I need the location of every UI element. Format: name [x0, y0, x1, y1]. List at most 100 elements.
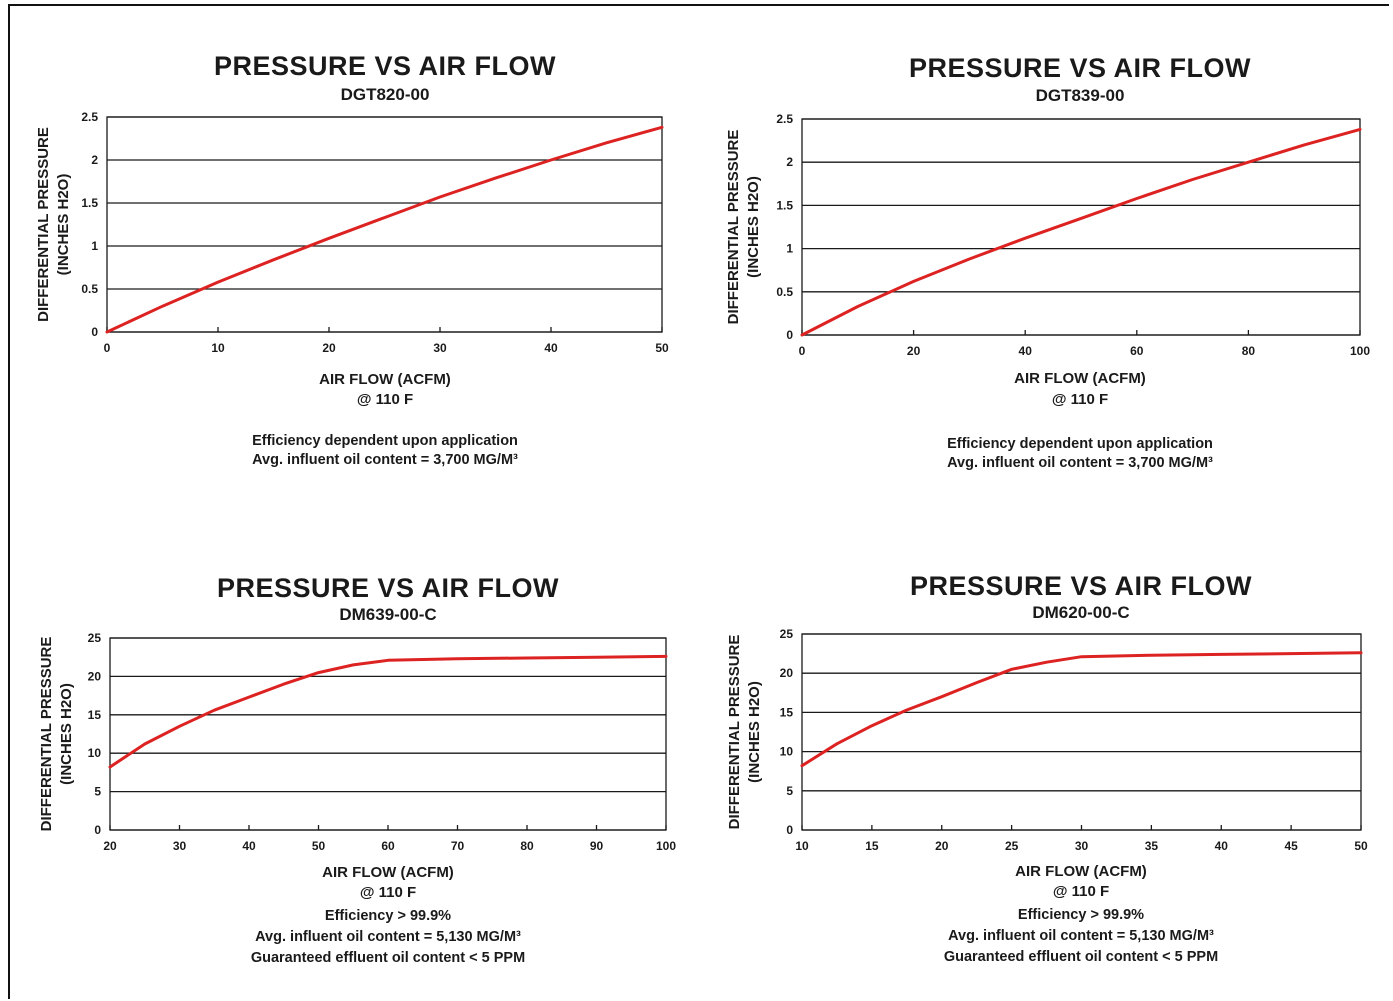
x-axis-condition: @ 110 F [357, 391, 413, 408]
x-tick-label: 10 [795, 839, 809, 853]
x-axis-condition: @ 110 F [1052, 391, 1108, 408]
x-axis-condition: @ 110 F [1053, 883, 1109, 900]
y-tick-label: 25 [780, 627, 794, 641]
y-tick-label: 0.5 [776, 285, 793, 299]
y-tick-label: 0 [786, 823, 793, 837]
series-line-dm639 [108, 654, 668, 769]
chart-model-number: DM620-00-C [1032, 603, 1129, 622]
x-tick-label: 40 [1019, 344, 1033, 358]
x-tick-label: 35 [1145, 839, 1159, 853]
chart-model-number: DM639-00-C [339, 605, 436, 624]
y-tick-label: 0 [91, 325, 98, 339]
x-tick-label: 50 [655, 341, 669, 355]
chart-panel-dgt839: PRESSURE VS AIR FLOW DGT839-00 0 0.5 1 1.5 2 2.… [695, 0, 1385, 471]
chart-note: Avg. influent oil content = 5,130 MG/M³ [948, 928, 1214, 944]
x-tick-label: 40 [242, 839, 256, 853]
x-tick-label: 25 [1005, 839, 1019, 853]
x-tick-label: 50 [1354, 839, 1368, 853]
y-tick-label: 20 [780, 666, 794, 680]
y-tick-label: 5 [94, 785, 101, 799]
x-axis-label: AIR FLOW (ACFM) [1015, 863, 1147, 880]
chart-note: Avg. influent oil content = 5,130 MG/M³ [255, 929, 521, 945]
chart-title: PRESSURE VS AIR FLOW [217, 573, 559, 603]
x-tick-label: 60 [1130, 344, 1144, 358]
series-line-dgt839 [800, 127, 1362, 337]
y-axis-label: DIFFERENTIAL PRESSURE [38, 637, 55, 832]
y-tick-label: 1 [786, 242, 793, 256]
y-tick-label: 0 [94, 823, 101, 837]
chart-svg-dgt839: PRESSURE VS AIR FLOW DGT839-00 0 0.5 1 1.5 2 2.… [725, 53, 1370, 471]
y-tick-label: 15 [88, 708, 102, 722]
y-tick-label: 0 [786, 328, 793, 342]
x-tick-label: 45 [1284, 839, 1298, 853]
y-axis-unit: (INCHES H2O) [58, 683, 75, 785]
chart-svg-dgt820: PRESSURE VS AIR FLOW DGT820-00 0 0.5 1 1.5 2 2.… [35, 51, 669, 468]
x-tick-label: 90 [590, 839, 604, 853]
series-line-dgt820 [105, 125, 664, 334]
x-tick-label: 40 [544, 341, 558, 355]
x-tick-label: 0 [799, 344, 806, 358]
x-tick-label: 15 [865, 839, 879, 853]
chart-title: PRESSURE VS AIR FLOW [909, 53, 1251, 83]
x-tick-label: 20 [322, 341, 336, 355]
y-tick-label: 25 [88, 631, 102, 645]
chart-note: Efficiency dependent upon application [252, 433, 518, 449]
x-tick-label: 60 [381, 839, 395, 853]
y-tick-label: 2 [786, 155, 793, 169]
chart-note: Guaranteed effluent oil content < 5 PPM [251, 950, 525, 966]
chart-panel-dgt820: PRESSURE VS AIR FLOW DGT820-00 0 0.5 1 1.5 2 2.… [0, 0, 690, 470]
y-axis-unit: (INCHES H2O) [745, 176, 762, 278]
x-axis-condition: @ 110 F [360, 884, 416, 901]
x-tick-label: 100 [656, 839, 676, 853]
plot-area-border [109, 637, 667, 831]
y-tick-label: 2 [91, 153, 98, 167]
y-tick-label: 10 [780, 745, 794, 759]
x-tick-label: 0 [104, 341, 111, 355]
y-axis-label: DIFFERENTIAL PRESSURE [726, 635, 743, 830]
chart-note: Efficiency > 99.9% [325, 908, 451, 924]
chart-model-number: DGT839-00 [1036, 86, 1125, 105]
y-axis-label: DIFFERENTIAL PRESSURE [35, 127, 52, 322]
x-tick-label: 40 [1215, 839, 1229, 853]
x-tick-label: 20 [103, 839, 117, 853]
y-tick-label: 1.5 [776, 198, 793, 212]
y-axis-unit: (INCHES H2O) [746, 681, 763, 783]
y-tick-label: 1.5 [81, 196, 98, 210]
chart-note: Efficiency dependent upon application [947, 436, 1213, 452]
chart-panel-dm639: PRESSURE VS AIR FLOW DM639-00-C 0 5 10 15 20 25… [0, 520, 690, 990]
x-tick-label: 20 [935, 839, 949, 853]
chart-svg-dm639: PRESSURE VS AIR FLOW DM639-00-C 0 5 10 15 20 25… [38, 573, 676, 966]
chart-note: Efficiency > 99.9% [1018, 907, 1144, 923]
y-tick-label: 20 [88, 669, 102, 683]
x-tick-label: 30 [1075, 839, 1089, 853]
plot-area-border [106, 116, 663, 333]
chart-model-number: DGT820-00 [341, 85, 430, 104]
x-tick-label: 70 [451, 839, 465, 853]
x-tick-label: 10 [211, 341, 225, 355]
chart-title: PRESSURE VS AIR FLOW [214, 51, 556, 81]
y-tick-label: 0.5 [81, 282, 98, 296]
chart-note: Avg. influent oil content = 3,700 MG/M³ [252, 452, 518, 468]
x-tick-label: 50 [312, 839, 326, 853]
y-axis-unit: (INCHES H2O) [55, 174, 72, 276]
x-axis-label: AIR FLOW (ACFM) [1014, 370, 1146, 387]
y-tick-label: 15 [780, 705, 794, 719]
chart-svg-dm620: PRESSURE VS AIR FLOW DM620-00-C 0 5 10 15 20 25… [726, 571, 1368, 965]
x-axis-label: AIR FLOW (ACFM) [319, 371, 451, 388]
series-line-dm620 [800, 651, 1363, 768]
chart-title: PRESSURE VS AIR FLOW [910, 571, 1252, 601]
chart-note: Guaranteed effluent oil content < 5 PPM [944, 949, 1218, 965]
document-frame [8, 4, 1389, 999]
plot-area-border [801, 118, 1361, 336]
x-tick-label: 20 [907, 344, 921, 358]
y-tick-label: 2.5 [776, 112, 793, 126]
x-axis-label: AIR FLOW (ACFM) [322, 864, 454, 881]
x-tick-label: 30 [433, 341, 447, 355]
chart-panel-dm620: PRESSURE VS AIR FLOW DM620-00-C 0 5 10 15 20 25… [695, 520, 1385, 990]
y-tick-label: 5 [786, 784, 793, 798]
x-tick-label: 100 [1350, 344, 1370, 358]
x-tick-label: 80 [1242, 344, 1256, 358]
chart-note: Avg. influent oil content = 3,700 MG/M³ [947, 455, 1213, 471]
y-tick-label: 10 [88, 746, 102, 760]
y-axis-label: DIFFERENTIAL PRESSURE [725, 130, 742, 325]
